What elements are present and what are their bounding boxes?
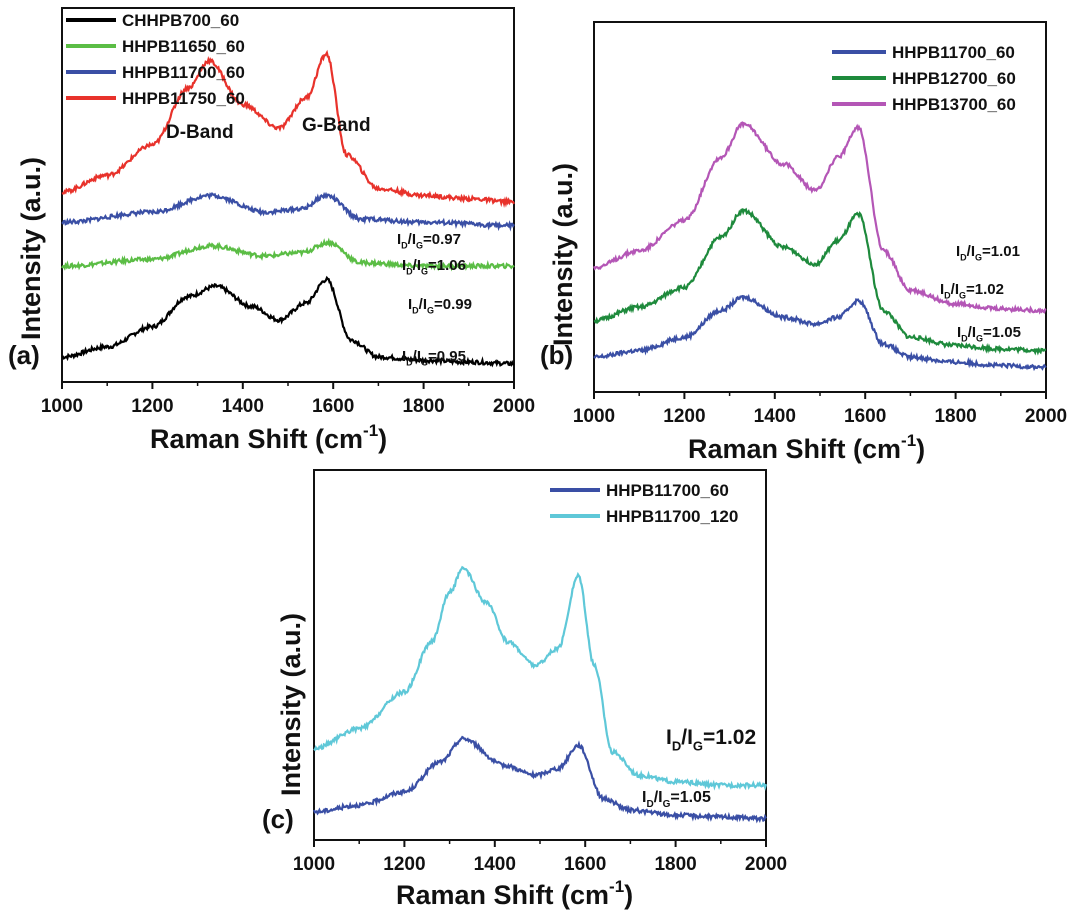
x-axis-title: Raman Shift (cm-1) (150, 421, 387, 454)
x-tick-label: 2000 (493, 396, 535, 417)
x-tick-label: 1600 (564, 854, 606, 875)
series-line (312, 735, 767, 824)
x-axis: 1000 1200 1400 1600 1800 2000 (41, 382, 535, 417)
ratio-labels: ID/IG=1.05 ID/IG=1.02 ID/IG=1.01 (940, 243, 1021, 344)
legend-label: HHPB11700_60 (122, 63, 245, 82)
series-line (313, 565, 768, 791)
id-ig-ratio-label: ID/IG=1.02 (666, 726, 756, 753)
series-line (593, 207, 1047, 356)
x-tick-label: 1000 (293, 854, 335, 875)
x-tick-label: 1600 (312, 396, 354, 417)
x-tick-label: 2000 (745, 854, 787, 875)
series-line (61, 49, 515, 208)
id-ig-ratio-label: ID/IG=0.99 (408, 296, 472, 316)
panel-label: (b) (540, 340, 573, 370)
legend: HHPB11700_60 HHPB12700_60 HHPB13700_60 (832, 43, 1016, 114)
panel-a: 1000 1200 1400 1600 1800 2000 Raman Shift (cm… (8, 7, 535, 454)
legend-label: CHHPB700_60 (122, 11, 239, 30)
y-axis-title: Intensity (a.u.) (276, 613, 306, 796)
legend-label: HHPB12700_60 (892, 69, 1016, 88)
legend-label: HHPB11750_60 (122, 89, 245, 108)
panel-c: 1000 1200 1400 1600 1800 2000 Raman Shift (cm… (262, 469, 787, 910)
x-tick-label: 1400 (222, 396, 264, 417)
x-tick-label: 1000 (41, 396, 83, 417)
id-ig-ratio-label: ID/IG=1.02 (940, 281, 1004, 301)
id-ig-ratio-label: ID/IG=1.01 (956, 243, 1020, 263)
x-axis-title: Raman Shift (cm-1) (396, 877, 633, 910)
legend-label: HHPB11700_60 (892, 43, 1015, 62)
ratio-labels: ID/IG=0.95 ID/IG=0.99 ID/IG=1.06 ID/IG=0.97 (397, 231, 472, 368)
id-ig-ratio-label: ID/IG=1.05 (957, 324, 1021, 344)
series-line (61, 275, 515, 368)
x-tick-label: 1600 (844, 406, 886, 427)
x-axis: 1000 1200 1400 1600 1800 2000 (573, 392, 1067, 427)
id-ig-ratio-label: ID/IG=0.95 (402, 348, 466, 368)
legend-label: HHPB13700_60 (892, 95, 1016, 114)
series-line (593, 293, 1047, 372)
x-tick-label: 1200 (383, 854, 425, 875)
panel-label: (c) (262, 804, 294, 834)
d-band-label: D-Band (166, 122, 234, 143)
x-axis: 1000 1200 1400 1600 1800 2000 (293, 840, 787, 875)
x-tick-label: 1800 (934, 406, 976, 427)
legend-label: HHPB11700_60 (606, 481, 729, 500)
series-line (61, 191, 515, 232)
y-axis-title: Intensity (a.u.) (548, 163, 578, 346)
plot-lines (592, 121, 1047, 372)
x-tick-label: 1400 (474, 854, 516, 875)
ratio-labels: ID/IG=1.05 ID/IG=1.02 (642, 726, 756, 810)
x-axis-title: Raman Shift (cm-1) (688, 431, 925, 464)
x-tick-label: 1000 (573, 406, 615, 427)
plot-lines (312, 565, 768, 824)
id-ig-ratio-label: ID/IG=0.97 (397, 231, 461, 251)
plot-lines (61, 49, 515, 368)
g-band-label: G-Band (302, 115, 371, 136)
x-tick-label: 1200 (131, 396, 173, 417)
legend-label: HHPB11700_120 (606, 507, 738, 526)
legend: CHHPB700_60 HHPB11650_60 HHPB11700_60 HHPB1… (66, 11, 245, 108)
x-tick-label: 1200 (663, 406, 705, 427)
y-axis-title: Intensity (a.u.) (16, 157, 46, 340)
series-line (592, 121, 1047, 315)
legend: HHPB11700_60 HHPB11700_120 (550, 481, 738, 526)
id-ig-ratio-label: ID/IG=1.05 (642, 789, 711, 810)
x-tick-label: 2000 (1025, 406, 1067, 427)
x-tick-label: 1800 (654, 854, 696, 875)
id-ig-ratio-label: ID/IG=1.06 (402, 257, 466, 277)
panel-label: (a) (8, 340, 40, 370)
series-line (61, 237, 515, 272)
x-tick-label: 1400 (754, 406, 796, 427)
x-tick-label: 1800 (402, 396, 444, 417)
panel-b: 1000 1200 1400 1600 1800 2000 Raman Shift (cm… (540, 21, 1067, 464)
legend-label: HHPB11650_60 (122, 37, 245, 56)
